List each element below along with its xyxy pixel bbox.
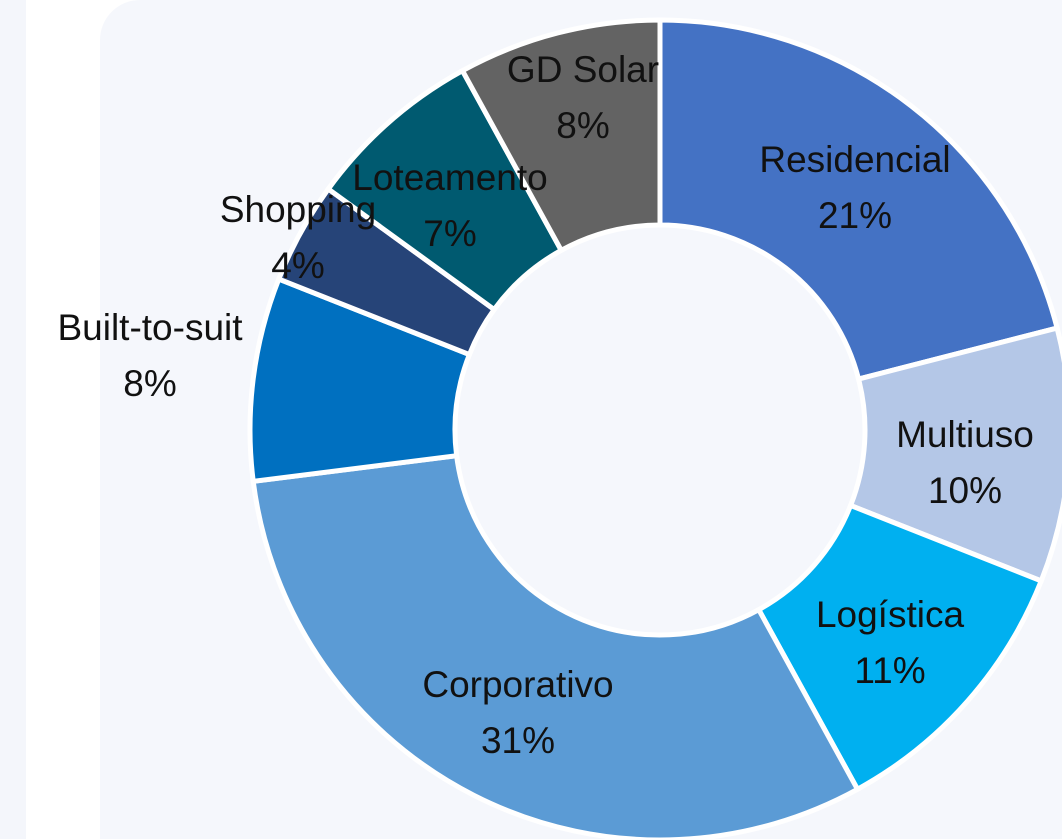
slice [755, 502, 1045, 793]
slice-label: GD Solar [507, 49, 659, 90]
slice-value: 10% [928, 470, 1002, 511]
slices [247, 17, 1062, 839]
slice-label: Loteamento [352, 157, 547, 198]
slice [657, 17, 1061, 383]
side-panel [0, 0, 26, 839]
slice-label: Corporativo [422, 664, 613, 705]
slice-value: 31% [481, 720, 555, 761]
slice [459, 17, 663, 254]
slice [847, 324, 1062, 585]
slice-value: 4% [271, 245, 324, 286]
slice-label: Multiuso [896, 414, 1034, 455]
slice-label: Built-to-suit [57, 307, 243, 348]
labels: Residencial 21% Multiuso 10% Logística 11% Cor… [57, 49, 1033, 761]
slice-label: Shopping [220, 189, 376, 230]
slice [250, 452, 861, 839]
slice-value: 7% [423, 213, 476, 254]
slice-value: 11% [854, 650, 925, 691]
slice-label: Logística [816, 594, 965, 635]
slice-value: 8% [556, 105, 609, 146]
slice-value: 21% [818, 195, 892, 236]
slice-label: Residencial [759, 139, 950, 180]
slice-value: 8% [123, 363, 176, 404]
